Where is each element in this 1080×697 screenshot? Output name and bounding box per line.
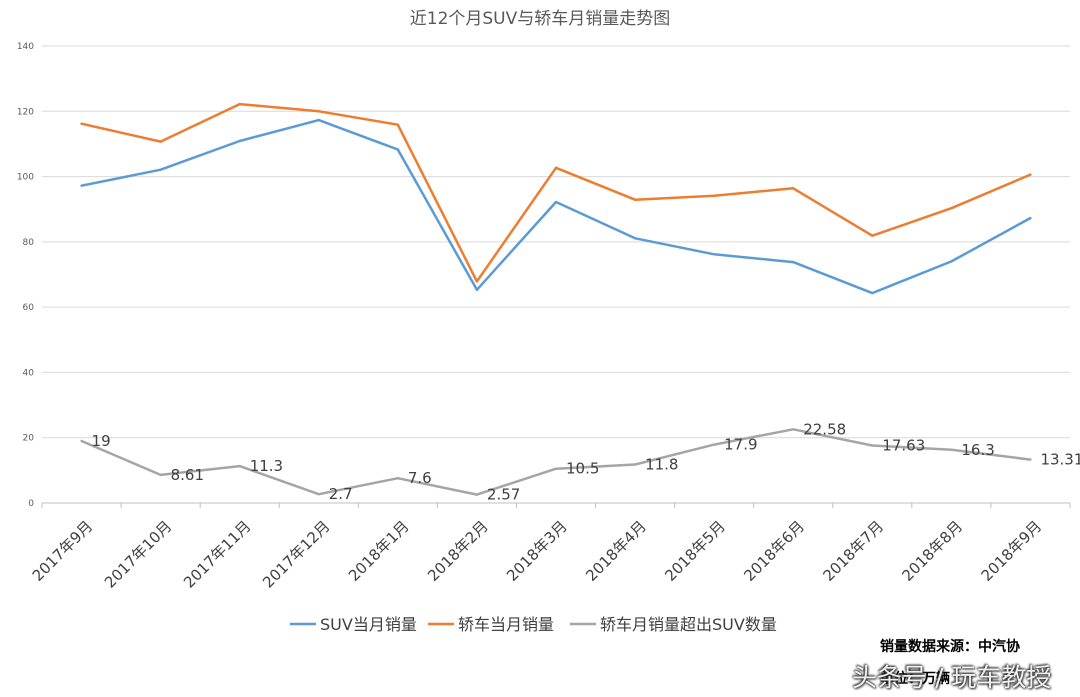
series-2-point <box>871 444 874 447</box>
y-tick-label: 0 <box>28 499 34 509</box>
y-tick-label: 20 <box>23 434 35 444</box>
data-source-text: 销量数据来源：中汽协 <box>880 639 1020 655</box>
y-tick-label: 100 <box>17 173 34 183</box>
x-tick-label: 2018年8月 <box>899 517 967 585</box>
y-tick-label: 80 <box>23 238 35 248</box>
series-2-point <box>317 492 320 496</box>
series-0-point <box>317 118 320 122</box>
data-label: 2.7 <box>329 485 353 503</box>
x-tick-label: 2018年1月 <box>345 517 413 585</box>
series-line-0 <box>81 118 1032 295</box>
data-label: 19 <box>92 432 111 450</box>
data-label: 16.3 <box>961 441 994 459</box>
series-1-point <box>871 234 874 237</box>
x-tick-label: 2018年5月 <box>661 517 729 585</box>
data-label: 13.31 <box>1040 451 1080 469</box>
x-tick-label: 2018年9月 <box>978 517 1046 585</box>
y-tick-label: 40 <box>23 368 35 378</box>
legend-entry: SUV当月销量 <box>320 615 417 634</box>
legend-entry: 轿车月销量超出SUV数量 <box>600 615 777 634</box>
data-label: 22.58 <box>803 420 846 438</box>
series-0-point <box>554 200 558 204</box>
series-1-point <box>80 122 83 125</box>
series-2-point <box>475 493 479 496</box>
series-1-point <box>317 110 320 113</box>
x-tick-label: 2017年12月 <box>259 517 333 591</box>
series-2-point <box>554 467 558 470</box>
x-tick-label: 2017年10月 <box>101 517 175 591</box>
series-2-point <box>159 473 162 477</box>
series-2-point <box>238 464 241 468</box>
series-1-point <box>396 123 400 126</box>
series-2-point <box>950 448 953 451</box>
series-0-point <box>80 184 83 187</box>
series-0-point <box>159 168 162 171</box>
series-2-point <box>633 463 637 466</box>
series-1-point <box>792 187 795 190</box>
series-0-point <box>950 260 953 263</box>
unit-text: 单位：万辆 <box>880 671 950 687</box>
x-tick-label: 2018年4月 <box>582 517 650 585</box>
data-label: 11.3 <box>250 457 283 475</box>
series-2-point <box>80 439 83 443</box>
series-0-point <box>1029 216 1032 220</box>
series-0-point <box>396 148 400 151</box>
series-0-point <box>792 260 795 264</box>
y-tick-label: 140 <box>17 42 34 52</box>
x-tick-label: 2018年2月 <box>424 517 492 585</box>
x-tick-label: 2018年6月 <box>740 517 808 585</box>
series-0-point <box>238 139 241 143</box>
data-label: 10.5 <box>566 460 599 478</box>
data-label: 11.8 <box>645 455 678 473</box>
footer-block: 销量数据来源：中汽协 单位：万辆 <box>880 636 1076 696</box>
data-label: 17.9 <box>724 436 757 454</box>
series-2-point <box>396 476 400 480</box>
y-tick-label: 60 <box>23 303 35 313</box>
series-0-point <box>712 253 716 256</box>
data-label: 8.61 <box>171 466 204 484</box>
legend-entry: 轿车当月销量 <box>458 615 554 634</box>
series-2-point <box>1029 458 1032 461</box>
data-label: 17.63 <box>882 436 925 454</box>
series-line-1 <box>81 102 1031 283</box>
series-1-point <box>712 194 716 198</box>
series-1-point <box>554 166 558 169</box>
series-0-point <box>475 288 479 292</box>
x-tick-label: 2018年3月 <box>503 517 571 585</box>
series-1-point <box>159 140 162 143</box>
data-label: 2.57 <box>487 486 520 504</box>
x-tick-label: 2018年7月 <box>819 517 887 585</box>
series-0-point <box>633 237 637 240</box>
series-1-point <box>238 102 241 106</box>
series-2-point <box>712 443 716 446</box>
series-1-point <box>475 280 479 283</box>
series-0-point <box>871 291 874 295</box>
x-tick-label: 2017年9月 <box>29 517 97 585</box>
chart-title: 近12个月SUV与轿车月销量走势图 <box>410 9 671 29</box>
series-1-point <box>950 207 953 210</box>
series-1-point <box>1029 173 1032 176</box>
watermark-text: 头条号 / 玩车教授 <box>852 663 1052 692</box>
x-tick-label: 2017年11月 <box>180 517 254 591</box>
y-tick-label: 120 <box>17 107 34 117</box>
series-1-point <box>633 198 637 201</box>
series-2-point <box>792 428 795 431</box>
data-label: 7.6 <box>408 469 432 487</box>
